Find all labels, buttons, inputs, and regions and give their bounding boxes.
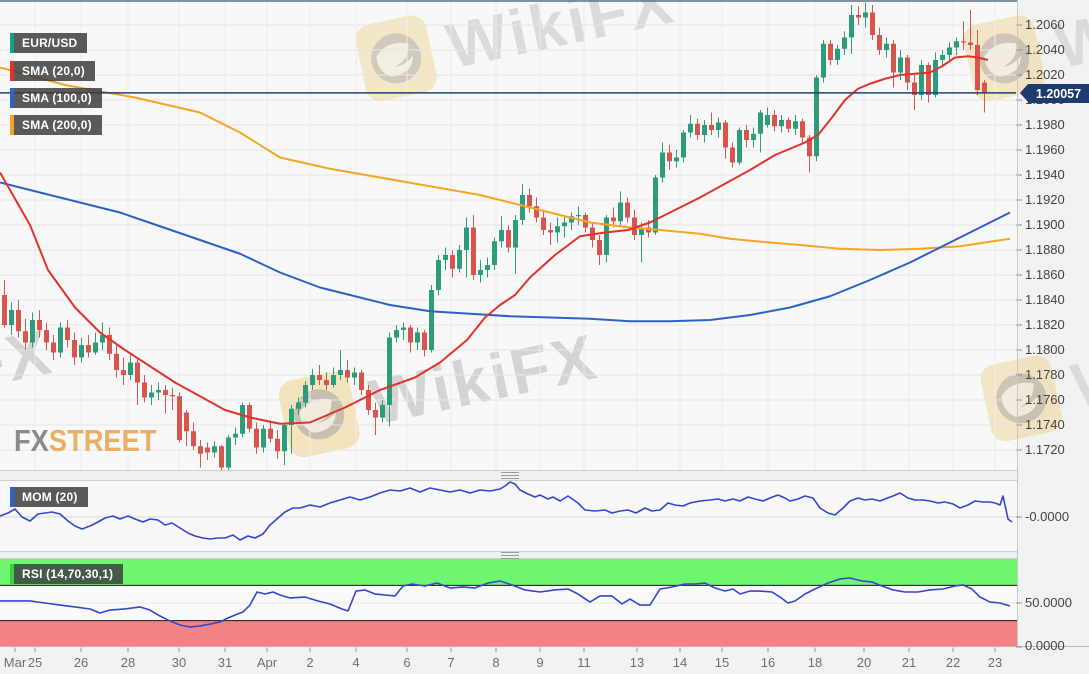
current-price-badge: 1.20057 [1020, 84, 1089, 103]
rsi-legend-chip[interactable]: RSI (14,70,30,1) [10, 564, 124, 584]
date-axis-label: 26 [73, 655, 89, 670]
date-axis-label: 15 [714, 655, 730, 670]
price-axis-label: 1.1920 [1025, 192, 1065, 207]
mom-label: MOM (20) [22, 490, 78, 504]
mom-legend-chip[interactable]: MOM (20) [10, 487, 88, 507]
date-axis-label: 8 [492, 655, 500, 670]
mom-color-swatch [10, 487, 14, 507]
date-axis-label: 16 [760, 655, 776, 670]
fxstreet-logo-street: STREET [48, 423, 157, 458]
date-axis-label: 14 [672, 655, 688, 670]
price-axis-label: 1.1860 [1025, 267, 1065, 282]
price-axis-label: 1.1820 [1025, 317, 1065, 332]
date-axis-label: 28 [120, 655, 136, 670]
date-axis-label: 21 [901, 655, 917, 670]
candlestick-series[interactable] [2, 2, 987, 473]
rsi-axis-label-0: 0.0000 [1025, 638, 1065, 653]
rsi-line [0, 577, 1011, 628]
price-axis-label: 1.1840 [1025, 292, 1065, 307]
date-axis-label: 6 [403, 655, 411, 670]
date-axis-label: 9 [536, 655, 544, 670]
sma200-legend-chip[interactable]: SMA (200,0) [10, 115, 102, 135]
date-axis-label: 23 [987, 655, 1003, 670]
price-axis-label: 1.1880 [1025, 242, 1065, 257]
rsi-color-swatch [10, 564, 14, 584]
sma100-label: SMA (100,0) [22, 91, 92, 105]
date-axis-label: 18 [807, 655, 823, 670]
panel-resize-grip-mom[interactable] [501, 472, 519, 479]
price-axis-label: 1.1720 [1025, 442, 1065, 457]
sma100-legend-chip[interactable]: SMA (100,0) [10, 88, 102, 108]
price-axis-label: 1.1940 [1025, 167, 1065, 182]
price-axis-label: 1.1960 [1025, 142, 1065, 157]
sma20-legend-chip[interactable]: SMA (20,0) [10, 61, 95, 81]
price-axis-label: 1.1800 [1025, 342, 1065, 357]
price-axis-label: 1.2020 [1025, 67, 1065, 82]
fxstreet-logo: FXSTREET [14, 423, 156, 459]
date-axis-label: 2 [306, 655, 314, 670]
date-axis-label: 31 [217, 655, 233, 670]
date-axis-label: 30 [171, 655, 187, 670]
sma20-label: SMA (20,0) [22, 64, 85, 78]
date-axis-label: 20 [856, 655, 872, 670]
price-axis-label: 1.2040 [1025, 42, 1065, 57]
date-axis-label: 22 [945, 655, 961, 670]
sma20-line [0, 55, 989, 425]
price-axis-label: 1.1760 [1025, 392, 1065, 407]
sma200-label: SMA (200,0) [22, 118, 92, 132]
mom-line [0, 481, 1013, 541]
rsi-axis-label-50: 50.0000 [1025, 595, 1072, 610]
sma20-color-swatch [10, 61, 14, 81]
panel-resize-grip-rsi[interactable] [501, 552, 519, 559]
date-axis-label: 4 [352, 655, 360, 670]
fxstreet-logo-fx: FX [14, 423, 49, 458]
mom-axis-label: -0.0000 [1025, 509, 1070, 524]
symbol-label: EUR/USD [22, 36, 78, 50]
date-axis-strip [0, 647, 1089, 674]
date-axis-label: Mar [3, 655, 27, 670]
mom-panel-background [0, 481, 1018, 551]
price-axis-margin [1018, 0, 1089, 647]
sma200-line [0, 66, 1011, 251]
sma100-color-swatch [10, 88, 14, 108]
symbol-color-swatch [10, 33, 14, 53]
rsi-label: RSI (14,70,30,1) [22, 567, 114, 581]
date-axis-label: 25 [27, 655, 43, 670]
price-axis-label: 1.1780 [1025, 367, 1065, 382]
symbol-legend-chip[interactable]: EUR/USD [10, 33, 88, 53]
price-axis-label: 1.1740 [1025, 417, 1065, 432]
sma200-color-swatch [10, 115, 14, 135]
sma100-line [0, 181, 1011, 323]
date-axis-label: Apr [256, 655, 278, 670]
price-axis-label: 1.1900 [1025, 217, 1065, 232]
price-axis-label: 1.1980 [1025, 117, 1065, 132]
date-axis-label: 11 [577, 655, 591, 670]
date-axis-label: 7 [447, 655, 455, 670]
date-axis-label: 13 [629, 655, 645, 670]
price-axis-label: 1.2060 [1025, 17, 1065, 32]
